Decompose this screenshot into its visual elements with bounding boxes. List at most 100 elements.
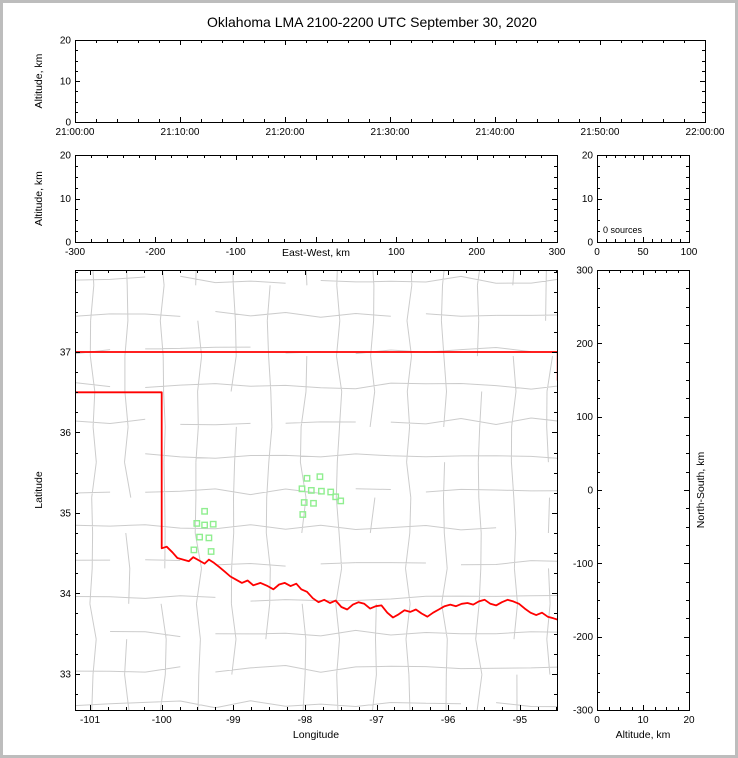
x-tick-label: 20 <box>683 715 695 726</box>
sources-count-label: 0 sources <box>603 225 643 235</box>
station-marker <box>196 533 203 541</box>
station-marker <box>310 499 317 507</box>
x-tick-label: 200 <box>468 247 485 258</box>
station-marker <box>303 474 311 482</box>
x-tick-label: 0 <box>594 715 600 726</box>
tick-marks <box>597 155 690 243</box>
station-marker <box>299 511 307 518</box>
y-tick-label: 10 <box>582 194 594 205</box>
station-marker <box>193 520 201 527</box>
x-tick-label: -101 <box>80 715 100 726</box>
station-marker <box>332 493 340 501</box>
y-tick-label: 200 <box>576 339 593 350</box>
time-height-panel: 21:00:00 21:10:00 21:20:00 21:30:00 21:40:00… <box>33 36 725 139</box>
x-tick-label: -100 <box>152 715 172 726</box>
x-tick-label: -95 <box>513 715 528 726</box>
station-marker <box>307 487 315 494</box>
axis-frame <box>75 40 706 123</box>
station-markers <box>190 473 345 555</box>
state-border-line <box>75 391 557 621</box>
y-tick-label: 100 <box>576 412 593 423</box>
station-marker <box>190 546 198 554</box>
y-axis-label: Altitude, km <box>33 53 45 108</box>
station-marker <box>209 520 217 528</box>
y-tick-label: 0 <box>587 486 593 497</box>
y-tick-label: 34 <box>60 589 72 600</box>
y-tick-label: -300 <box>573 706 593 717</box>
plot-title: Oklahoma LMA 2100-2200 UTC September 30,… <box>207 14 537 30</box>
x-tick-label: 21:50:00 <box>581 127 620 138</box>
y-tick-label: 10 <box>60 77 72 88</box>
station-marker <box>300 499 308 506</box>
y-tick-label: 300 <box>576 266 593 277</box>
axis-labels: -300 -200 -100 100 200 300 0 10 20 East-West, km A… <box>33 151 566 260</box>
y-axis-label: Altitude, km <box>33 171 45 226</box>
north-south-height-panel: 0 10 20 -300 -200 -100 0 100 200 300 Altitude, km N… <box>573 266 707 742</box>
station-marker <box>207 548 215 555</box>
x-tick-label: 50 <box>637 247 649 258</box>
tick-marks <box>75 40 706 123</box>
x-tick-label: 21:00:00 <box>56 127 95 138</box>
x-axis-label: East-West, km <box>282 247 350 259</box>
map-content <box>75 270 557 710</box>
y-tick-label: 33 <box>60 669 72 680</box>
x-tick-label: 100 <box>681 247 698 258</box>
y-tick-label: 20 <box>60 36 72 47</box>
y-tick-label: 35 <box>60 508 72 519</box>
x-tick-label: 21:10:00 <box>161 127 200 138</box>
plan-view-map-panel: -101 -100 -99 -98 -97 -96 -95 33 34 35 36 37 Longitu… <box>33 270 558 742</box>
tick-marks <box>597 270 690 711</box>
x-tick-label: 22:00:00 <box>686 127 725 138</box>
y-tick-label: -100 <box>573 559 593 570</box>
station-marker <box>201 507 208 515</box>
axis-labels: 0 10 20 -300 -200 -100 0 100 200 300 Altitude, km N… <box>573 266 707 742</box>
x-axis-label: Altitude, km <box>616 729 671 741</box>
station-marker <box>318 487 325 495</box>
station-marker <box>298 485 306 493</box>
east-west-height-panel: -300 -200 -100 100 200 300 0 10 20 East-West, km A… <box>33 151 566 260</box>
state-border-line <box>556 351 557 381</box>
axis-labels: -101 -100 -99 -98 -97 -96 -95 33 34 35 36 37 Longitu… <box>33 348 527 742</box>
y-tick-label: 20 <box>60 151 72 162</box>
y-tick-label: 20 <box>582 151 594 162</box>
y-tick-label: 36 <box>60 428 72 439</box>
x-tick-label: -96 <box>441 715 456 726</box>
x-tick-label: -200 <box>145 247 165 258</box>
station-marker <box>337 497 345 505</box>
y-axis-label: Latitude <box>33 471 45 509</box>
x-tick-label: 21:20:00 <box>266 127 305 138</box>
axis-frame <box>75 270 558 711</box>
county-boundaries <box>75 270 557 710</box>
x-tick-label: -100 <box>226 247 246 258</box>
x-tick-label: 100 <box>388 247 405 258</box>
y-tick-label: 0 <box>65 118 71 129</box>
y-tick-label: 0 <box>587 238 593 249</box>
y-tick-label: -200 <box>573 632 593 643</box>
x-tick-label: 0 <box>594 247 600 258</box>
x-tick-label: -98 <box>298 715 313 726</box>
x-tick-label: 10 <box>637 715 649 726</box>
axis-frame <box>597 270 690 711</box>
tick-marks <box>75 155 558 243</box>
axis-frame <box>75 155 558 243</box>
y-tick-label: 10 <box>60 194 72 205</box>
x-tick-label: 21:40:00 <box>476 127 515 138</box>
station-marker <box>316 473 324 481</box>
y-tick-label: 0 <box>65 238 71 249</box>
x-axis-label: Longitude <box>293 729 339 741</box>
x-tick-label: -97 <box>369 715 384 726</box>
station-marker <box>201 521 208 529</box>
y-tick-label: 37 <box>60 348 72 359</box>
x-tick-label: 21:30:00 <box>371 127 410 138</box>
axis-labels: 0 50 100 0 10 20 0 sources <box>582 151 698 259</box>
x-tick-label: 300 <box>549 247 566 258</box>
altitude-histogram-panel: 0 50 100 0 10 20 0 sources <box>582 151 698 259</box>
x-tick-label: -300 <box>65 247 85 258</box>
x-tick-label: -99 <box>226 715 241 726</box>
y-axis-label: North-South, km <box>695 452 707 529</box>
axis-labels: 21:00:00 21:10:00 21:20:00 21:30:00 21:40:00… <box>33 36 725 139</box>
tick-marks <box>75 270 557 710</box>
